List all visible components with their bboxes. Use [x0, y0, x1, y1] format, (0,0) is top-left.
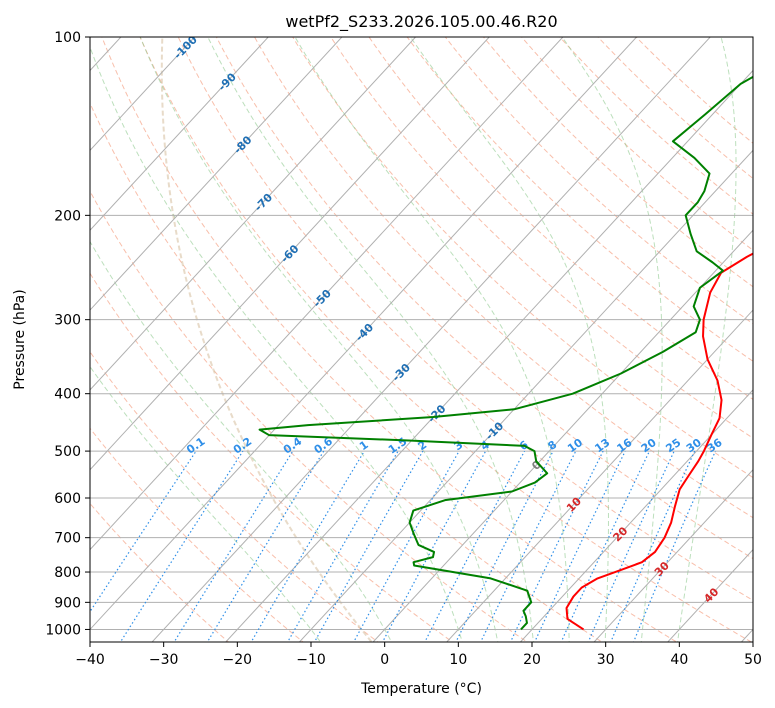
mixing-ratio-line [286, 450, 399, 642]
dry-adiabat [597, 37, 753, 180]
y-tick-label: 300 [54, 313, 81, 329]
mixing-ratio-line [587, 450, 675, 642]
x-tick-label: −40 [75, 652, 105, 668]
x-tick-label: 20 [523, 652, 541, 668]
dry-adiabat [406, 37, 753, 362]
y-tick-label: 600 [54, 491, 81, 507]
mixing-ratio-line [534, 450, 626, 642]
x-tick-label: 40 [670, 652, 688, 668]
isotherm-gridline [90, 37, 269, 231]
x-axis-ticks: −40 −30 −20 −10 0 10 20 30 40 50 [75, 642, 762, 668]
isotherm-gridline [90, 37, 417, 391]
y-tick-label: 500 [54, 444, 81, 460]
dry-adiabat [635, 37, 753, 144]
x-tick-label: −20 [223, 652, 253, 668]
moist-adiabat [90, 240, 393, 642]
isotherm-gridline [446, 309, 753, 642]
dry-adiabat [368, 37, 753, 401]
x-tick-label: −10 [296, 652, 326, 668]
dry-adiabat [90, 502, 230, 642]
dry-adiabat [482, 37, 753, 288]
y-axis-label: Pressure (hPa) [12, 289, 28, 389]
sounding-series [258, 75, 753, 631]
y-tick-label: 200 [54, 208, 81, 224]
isotherm-gridline [593, 469, 753, 642]
mixing-ratio-line [250, 450, 365, 642]
plot-area: -100-90-80-70-60-50-40-30-20-10010203040… [0, 10, 753, 654]
dry-adiabat [90, 351, 379, 642]
mixing-ratio-line [610, 450, 696, 642]
y-axis-ticks: 1000 900 800 700 600 500 400 300 200 100 [45, 30, 90, 638]
x-tick-label: −30 [149, 652, 179, 668]
x-tick-label: 0 [380, 652, 389, 668]
dry-adiabat [330, 37, 753, 439]
isotherm-gridline [298, 149, 753, 642]
y-tick-label: 700 [54, 531, 81, 547]
mixing-ratio-line [313, 450, 424, 642]
dry-adiabat [177, 37, 753, 601]
isotherm-gridline [90, 37, 196, 152]
isotherm-gridline [0, 10, 72, 654]
pressure-gridlines [90, 37, 753, 630]
mixing-ratio-line [173, 450, 294, 642]
dry-adiabats [90, 37, 753, 642]
mixing-ratio-line [206, 450, 325, 642]
mixing-ratio-line [353, 450, 460, 642]
dry-adiabat [90, 101, 603, 642]
temperature-profile [565, 252, 753, 631]
isotherm-gridline [90, 37, 343, 311]
y-tick-label: 1000 [45, 622, 81, 638]
dewpoint-profile [258, 75, 753, 631]
moist-adiabat [677, 37, 737, 642]
dry-adiabat [139, 37, 753, 642]
y-tick-label: 100 [54, 30, 81, 46]
x-axis-label: Temperature (°C) [360, 681, 482, 697]
dry-adiabat [253, 37, 753, 519]
x-tick-label: 50 [744, 652, 762, 668]
y-tick-label: 400 [54, 387, 81, 403]
isotherm-gridline [372, 229, 753, 642]
moist-adiabat [207, 37, 534, 642]
isotherm-gridline [90, 37, 564, 551]
dry-adiabat [90, 427, 304, 642]
isotherm-gridline [90, 37, 490, 471]
mixing-ratio-line [119, 450, 244, 642]
plot-frame [89, 36, 754, 643]
mixing-ratio-lines [90, 450, 716, 642]
y-tick-label: 900 [54, 595, 81, 611]
mixing-ratio-line [509, 450, 604, 642]
isotherm-gridline [519, 389, 753, 642]
x-tick-label: 10 [449, 652, 467, 668]
isotherm-gridlines [0, 10, 753, 654]
isotherm-gridline [225, 69, 753, 642]
reference-adiabat [160, 37, 373, 642]
isotherm-gridline [90, 37, 638, 631]
chart-title: wetPf2_S233.2026.105.00.46.R20 [285, 12, 557, 32]
dry-adiabat [215, 37, 753, 560]
isotherm-gridline [151, 37, 711, 642]
x-tick-label: 30 [597, 652, 615, 668]
y-tick-label: 800 [54, 565, 81, 581]
mixing-ratio-line [632, 450, 716, 642]
